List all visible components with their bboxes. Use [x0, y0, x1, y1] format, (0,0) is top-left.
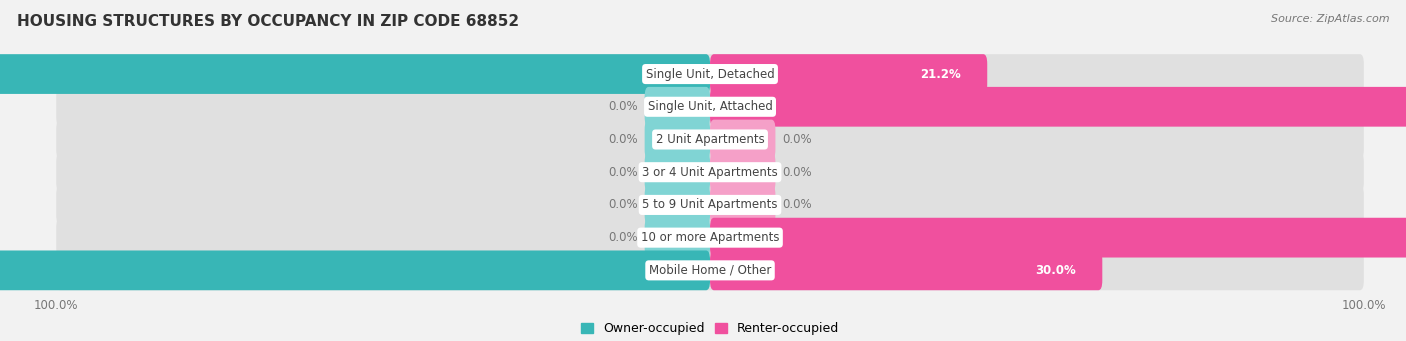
FancyBboxPatch shape: [56, 251, 1364, 290]
FancyBboxPatch shape: [644, 120, 710, 159]
FancyBboxPatch shape: [710, 218, 1406, 257]
FancyBboxPatch shape: [56, 152, 1364, 192]
FancyBboxPatch shape: [0, 251, 710, 290]
Text: 2 Unit Apartments: 2 Unit Apartments: [655, 133, 765, 146]
Text: 0.0%: 0.0%: [609, 100, 638, 113]
FancyBboxPatch shape: [56, 87, 1364, 127]
Text: 30.0%: 30.0%: [1035, 264, 1076, 277]
Text: 0.0%: 0.0%: [609, 166, 638, 179]
FancyBboxPatch shape: [56, 218, 1364, 257]
FancyBboxPatch shape: [710, 87, 1406, 127]
Legend: Owner-occupied, Renter-occupied: Owner-occupied, Renter-occupied: [575, 317, 845, 340]
Text: 0.0%: 0.0%: [782, 198, 811, 211]
FancyBboxPatch shape: [710, 152, 776, 192]
FancyBboxPatch shape: [644, 218, 710, 257]
Text: 0.0%: 0.0%: [609, 198, 638, 211]
Text: 0.0%: 0.0%: [609, 133, 638, 146]
FancyBboxPatch shape: [56, 185, 1364, 225]
Text: Source: ZipAtlas.com: Source: ZipAtlas.com: [1271, 14, 1389, 24]
Text: 21.2%: 21.2%: [921, 68, 962, 80]
FancyBboxPatch shape: [644, 87, 710, 127]
Text: Single Unit, Detached: Single Unit, Detached: [645, 68, 775, 80]
FancyBboxPatch shape: [0, 54, 710, 94]
Text: HOUSING STRUCTURES BY OCCUPANCY IN ZIP CODE 68852: HOUSING STRUCTURES BY OCCUPANCY IN ZIP C…: [17, 14, 519, 29]
Text: 0.0%: 0.0%: [782, 166, 811, 179]
Text: 10 or more Apartments: 10 or more Apartments: [641, 231, 779, 244]
Text: 0.0%: 0.0%: [782, 133, 811, 146]
FancyBboxPatch shape: [644, 185, 710, 225]
FancyBboxPatch shape: [56, 54, 1364, 94]
Text: 0.0%: 0.0%: [609, 231, 638, 244]
FancyBboxPatch shape: [56, 120, 1364, 159]
FancyBboxPatch shape: [710, 120, 776, 159]
FancyBboxPatch shape: [710, 54, 987, 94]
Text: 3 or 4 Unit Apartments: 3 or 4 Unit Apartments: [643, 166, 778, 179]
Text: 5 to 9 Unit Apartments: 5 to 9 Unit Apartments: [643, 198, 778, 211]
Text: Single Unit, Attached: Single Unit, Attached: [648, 100, 772, 113]
FancyBboxPatch shape: [710, 185, 776, 225]
FancyBboxPatch shape: [644, 152, 710, 192]
FancyBboxPatch shape: [710, 251, 1102, 290]
Text: Mobile Home / Other: Mobile Home / Other: [648, 264, 772, 277]
